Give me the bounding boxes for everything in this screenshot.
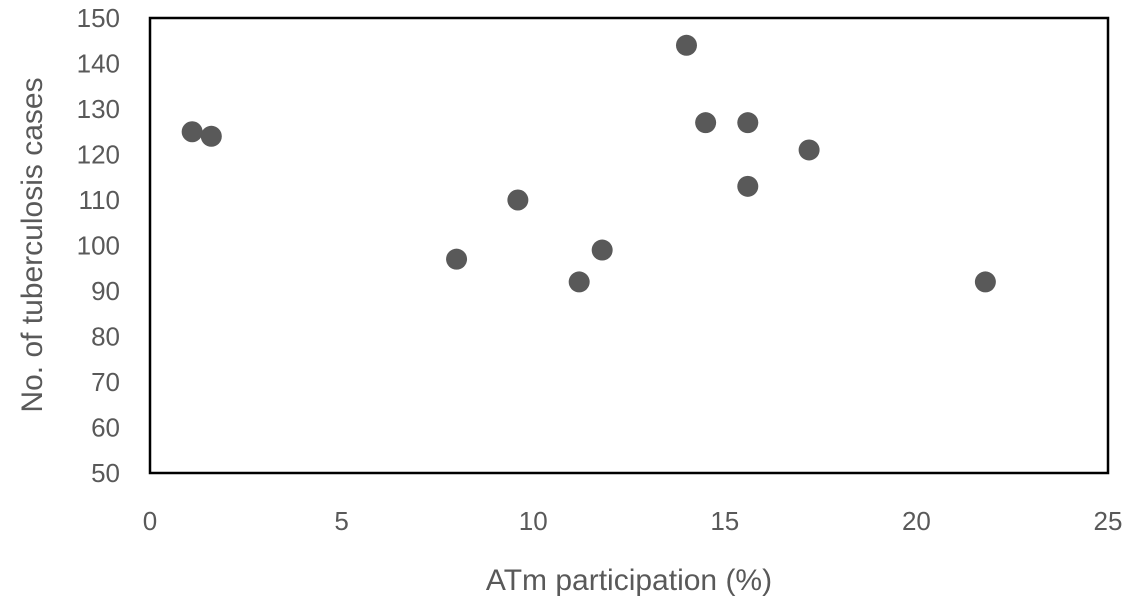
data-point bbox=[200, 125, 222, 147]
data-point bbox=[507, 189, 529, 211]
x-tick-label: 5 bbox=[334, 506, 348, 536]
x-tick-label: 15 bbox=[710, 506, 739, 536]
y-tick-label: 140 bbox=[77, 49, 120, 79]
y-tick-label: 110 bbox=[79, 185, 120, 215]
y-tick-label: 130 bbox=[77, 94, 120, 124]
data-point bbox=[695, 112, 717, 134]
y-axis-title: No. of tuberculosis cases bbox=[16, 77, 49, 412]
y-tick-label: 90 bbox=[91, 276, 120, 306]
y-tick-label: 80 bbox=[91, 322, 120, 352]
y-tick-label: 50 bbox=[91, 458, 120, 488]
x-tick-label: 10 bbox=[519, 506, 548, 536]
y-tick-label: 100 bbox=[77, 231, 120, 261]
data-point bbox=[181, 121, 203, 143]
data-point bbox=[798, 139, 820, 161]
x-tick-label: 0 bbox=[143, 506, 157, 536]
y-tick-label: 60 bbox=[91, 413, 120, 443]
x-tick-label: 25 bbox=[1094, 506, 1123, 536]
data-point bbox=[737, 112, 759, 134]
x-axis-title: ATm participation (%) bbox=[486, 564, 772, 597]
x-axis-tick-labels: 0 5 10 15 20 25 bbox=[143, 506, 1123, 536]
data-point bbox=[974, 271, 996, 293]
data-points bbox=[181, 34, 996, 293]
data-point bbox=[446, 248, 468, 270]
plot-area-border bbox=[148, 16, 1110, 475]
y-tick-label: 70 bbox=[91, 367, 120, 397]
data-point bbox=[737, 175, 759, 197]
y-tick-label: 120 bbox=[77, 140, 120, 170]
x-tick-label: 20 bbox=[902, 506, 931, 536]
data-point bbox=[675, 34, 697, 56]
data-point bbox=[568, 271, 590, 293]
data-point bbox=[591, 239, 613, 261]
y-axis-tick-labels: 50 60 70 80 90 100 110 120 130 140 150 bbox=[77, 3, 120, 488]
y-tick-label: 150 bbox=[77, 3, 120, 33]
